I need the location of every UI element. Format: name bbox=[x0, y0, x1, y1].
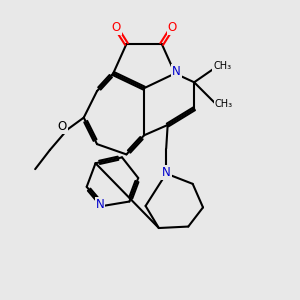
Text: N: N bbox=[162, 166, 171, 178]
Text: O: O bbox=[167, 21, 177, 34]
Text: CH₃: CH₃ bbox=[213, 61, 231, 71]
Text: O: O bbox=[112, 21, 121, 34]
Text: N: N bbox=[96, 198, 104, 211]
Text: N: N bbox=[172, 64, 181, 78]
Text: CH₃: CH₃ bbox=[214, 99, 233, 110]
Text: O: O bbox=[58, 120, 67, 133]
